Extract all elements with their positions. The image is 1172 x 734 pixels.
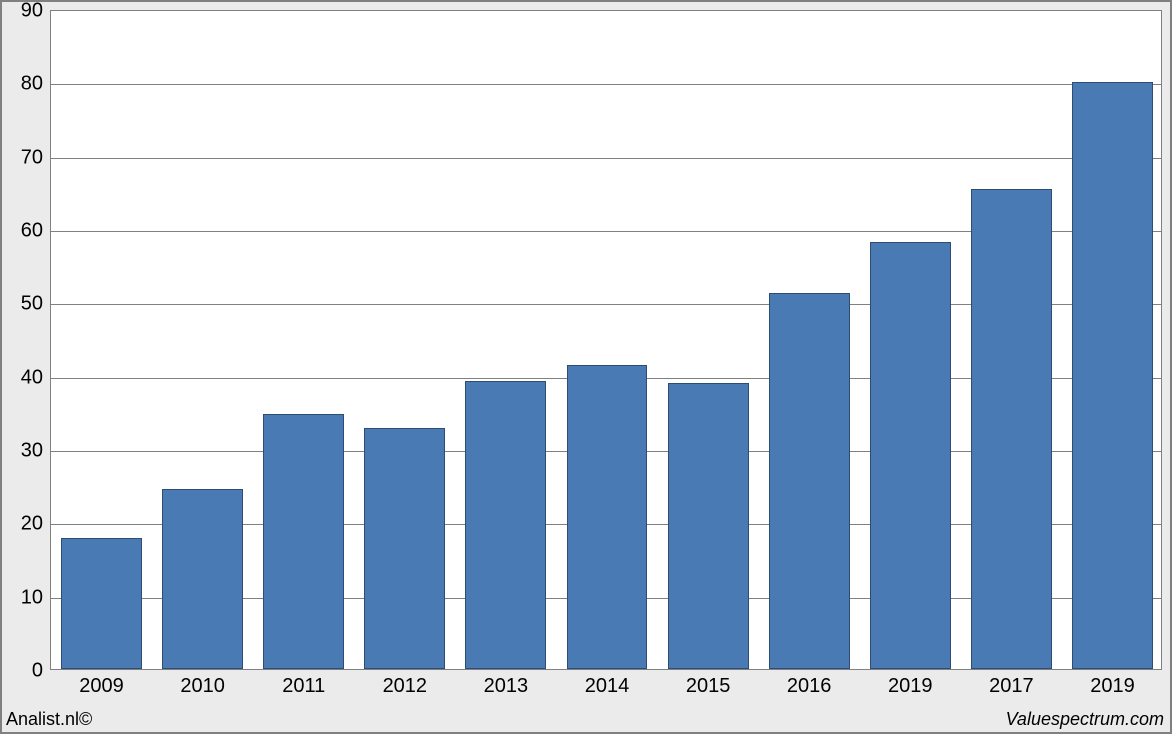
y-tick-label: 10 [21, 586, 43, 609]
x-tick-label: 2014 [585, 675, 630, 698]
plot-area: 0102030405060708090200920102011201220132… [50, 10, 1162, 670]
bar [769, 293, 850, 669]
bar [668, 383, 749, 669]
gridline-h [51, 158, 1161, 159]
bar [162, 489, 243, 669]
bar [567, 365, 648, 669]
x-tick-label: 2009 [79, 675, 124, 698]
y-tick-label: 70 [21, 146, 43, 169]
bar [1072, 82, 1153, 669]
x-tick-label: 2019 [888, 675, 933, 698]
bar [263, 414, 344, 669]
x-tick-label: 2012 [383, 675, 428, 698]
x-tick-label: 2011 [282, 675, 325, 698]
bar [364, 428, 445, 669]
footer-right-text: Valuespectrum.com [1006, 709, 1164, 730]
x-tick-label: 2010 [180, 675, 225, 698]
x-tick-label: 2019 [1090, 675, 1135, 698]
bar [971, 189, 1052, 669]
y-tick-label: 90 [21, 0, 43, 23]
bar [61, 538, 142, 669]
y-tick-label: 0 [32, 660, 43, 683]
footer-left-text: Analist.nl© [6, 709, 92, 730]
x-tick-label: 2013 [484, 675, 529, 698]
y-tick-label: 30 [21, 440, 43, 463]
y-tick-label: 80 [21, 73, 43, 96]
y-tick-label: 40 [21, 366, 43, 389]
x-tick-label: 2017 [989, 675, 1034, 698]
y-tick-label: 20 [21, 513, 43, 536]
x-tick-label: 2015 [686, 675, 731, 698]
bar [870, 242, 951, 669]
x-tick-label: 2016 [787, 675, 832, 698]
y-tick-label: 50 [21, 293, 43, 316]
y-tick-label: 60 [21, 220, 43, 243]
gridline-h [51, 84, 1161, 85]
bar [465, 381, 546, 669]
chart-frame: 0 10 20 30 40 50 60 70 80 90 2009 2010 2011 2012 2013 2… [0, 0, 1172, 734]
